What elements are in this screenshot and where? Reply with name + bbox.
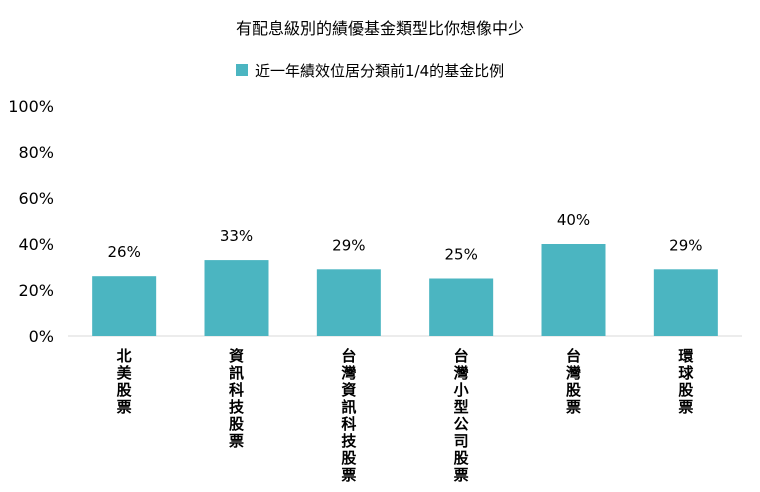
bar: [316, 269, 381, 336]
bars: [92, 244, 718, 336]
bar: [429, 278, 494, 336]
category-label: 台灣股票: [566, 347, 582, 416]
data-label: 33%: [220, 227, 253, 245]
y-axis: 0% 20% 40% 60% 80% 100%: [8, 97, 54, 346]
y-tick-label: 100%: [8, 97, 54, 116]
x-axis: 北美股票 資訊科技股票 台灣資訊科技股票 台灣小型公司股票 台灣股票 環球股票: [117, 347, 695, 484]
bar: [653, 269, 718, 336]
y-tick-label: 80%: [18, 143, 54, 162]
legend-swatch: [236, 64, 248, 76]
bar: [204, 260, 269, 336]
data-labels: 26% 33% 29% 25% 40% 29%: [107, 211, 702, 264]
chart-title: 有配息級別的績優基金類型比你想像中少: [236, 19, 524, 38]
category-label: 環球股票: [678, 347, 694, 416]
data-label: 40%: [557, 211, 590, 229]
bar: [92, 276, 157, 336]
category-label: 台灣資訊科技股票: [341, 347, 357, 484]
y-tick-label: 60%: [18, 189, 54, 208]
category-label: 資訊科技股票: [229, 347, 245, 450]
y-tick-label: 40%: [18, 235, 54, 254]
y-tick-label: 20%: [18, 281, 54, 300]
data-label: 25%: [444, 246, 477, 264]
data-label: 29%: [332, 236, 365, 254]
y-tick-label: 0%: [29, 327, 54, 346]
data-label: 29%: [669, 236, 702, 254]
legend-label: 近一年績效位居分類前1/4的基金比例: [255, 62, 504, 80]
legend: 近一年績效位居分類前1/4的基金比例: [236, 62, 504, 80]
category-label: 北美股票: [117, 347, 133, 416]
data-label: 26%: [107, 243, 140, 261]
category-label: 台灣小型公司股票: [454, 347, 470, 484]
bar: [541, 244, 606, 336]
